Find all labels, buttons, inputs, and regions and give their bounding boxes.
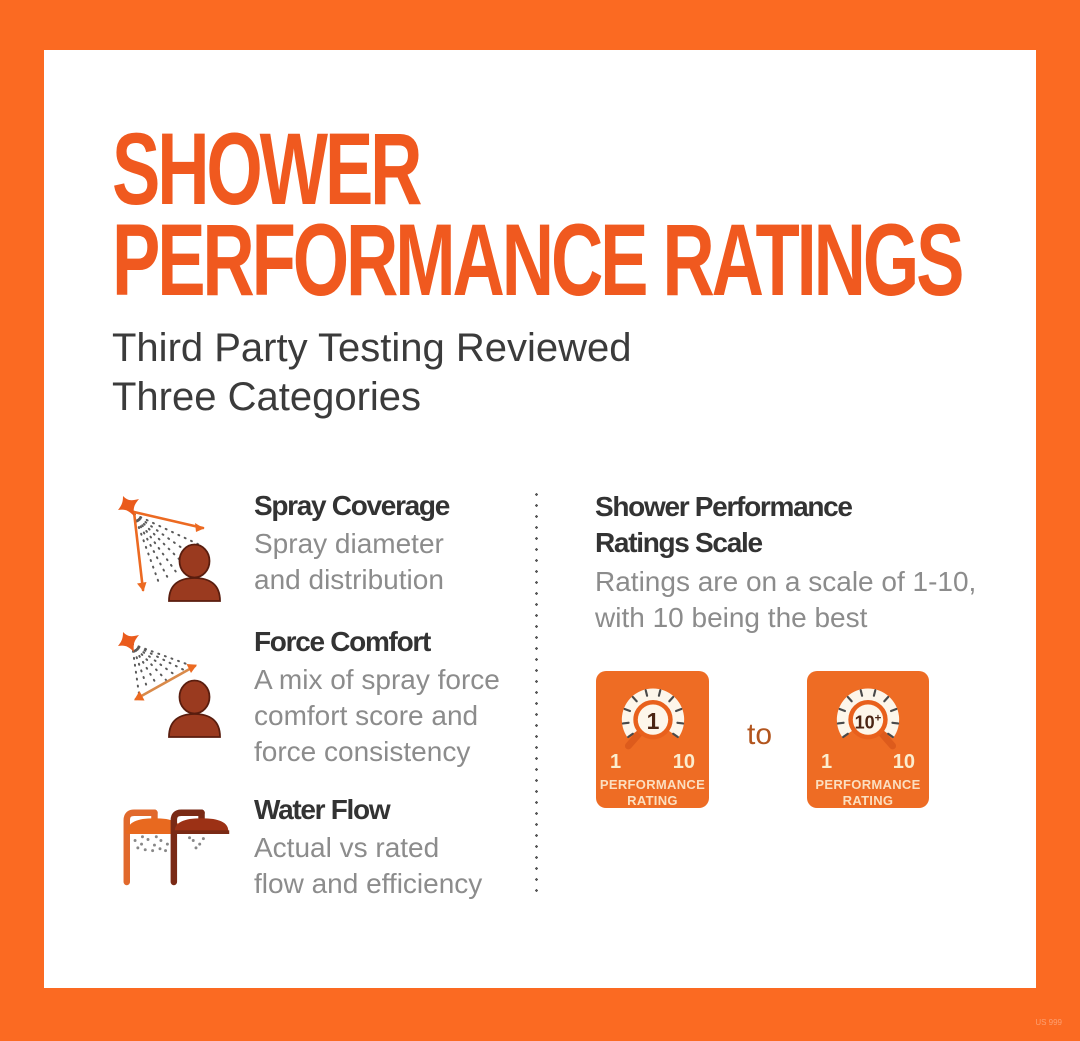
svg-text:1: 1: [646, 708, 659, 734]
